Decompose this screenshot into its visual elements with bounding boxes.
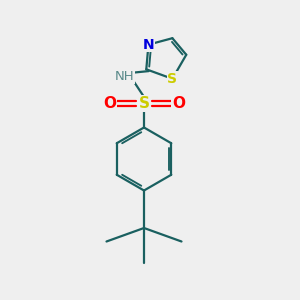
Text: N: N xyxy=(142,38,154,52)
Text: O: O xyxy=(103,96,116,111)
Text: S: S xyxy=(139,96,149,111)
Text: S: S xyxy=(167,72,177,86)
Text: O: O xyxy=(172,96,185,111)
Text: NH: NH xyxy=(115,70,134,83)
